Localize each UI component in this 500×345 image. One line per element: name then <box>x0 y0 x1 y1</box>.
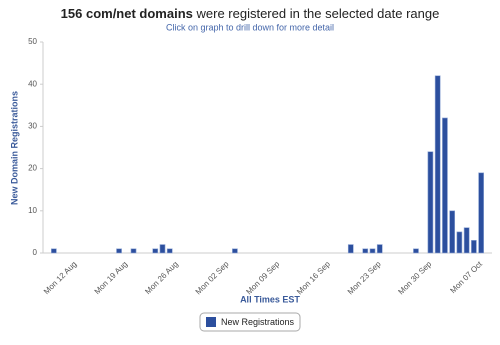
x-tick-label: Mon 26 Aug <box>143 260 180 297</box>
x-tick-label: Mon 09 Sep <box>244 259 281 296</box>
bar <box>130 248 137 254</box>
title-text: were registered in the selected date ran… <box>196 6 440 21</box>
legend-swatch <box>206 317 216 327</box>
bar <box>427 151 434 254</box>
bar <box>456 231 463 254</box>
y-tick-label: 20 <box>28 164 37 173</box>
x-tick-label: Mon 19 Aug <box>93 260 130 297</box>
x-tick-label: Mon 07 Oct <box>448 259 484 295</box>
bar <box>376 244 383 254</box>
legend-label: New Registrations <box>221 317 295 327</box>
bar <box>434 75 441 254</box>
bar <box>116 248 122 254</box>
bar <box>166 248 173 254</box>
y-tick-label: 10 <box>28 206 37 215</box>
y-axis-title: New Domain Registrations <box>9 91 19 205</box>
x-tick-label: Mon 12 Aug <box>42 260 79 297</box>
y-tick-label: 0 <box>33 248 38 257</box>
x-axis-title: All Times EST <box>240 294 300 304</box>
x-tick-label: Mon 16 Sep <box>295 259 332 296</box>
bar <box>471 240 477 254</box>
bar <box>413 248 419 254</box>
y-tick-label: 30 <box>28 122 37 131</box>
chart-subtitle: Click on graph to drill down for more de… <box>166 22 334 32</box>
bar <box>449 210 456 254</box>
bar <box>232 248 238 254</box>
x-tick-label: Mon 02 Sep <box>194 259 231 296</box>
bar <box>152 248 159 254</box>
bar <box>159 244 166 254</box>
bar <box>478 172 484 254</box>
bar <box>362 248 369 254</box>
bar <box>463 227 470 254</box>
x-tick-label: Mon 23 Sep <box>346 259 383 296</box>
title-count: 156 com/net domains <box>61 6 193 21</box>
chart-title: 156 com/net domains were registered in t… <box>61 6 440 21</box>
bar <box>51 248 57 254</box>
x-tick-label: Mon 30 Sep <box>396 259 433 296</box>
y-tick-label: 50 <box>28 37 37 46</box>
bar <box>369 248 376 254</box>
bar <box>347 244 354 254</box>
bar <box>442 117 448 254</box>
legend-box <box>199 312 301 332</box>
y-tick-label: 40 <box>28 79 37 88</box>
